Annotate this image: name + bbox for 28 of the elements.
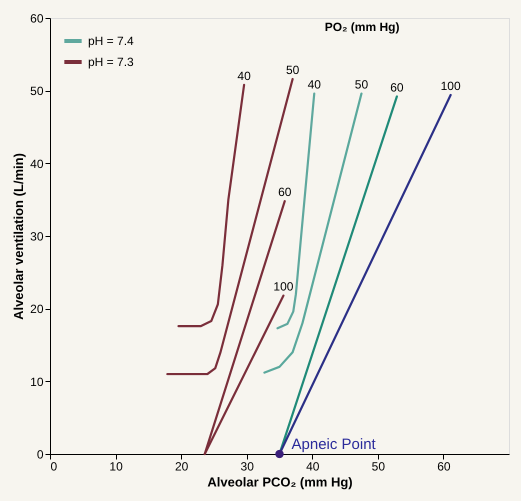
x-tick-label: 10 xyxy=(109,460,124,474)
y-tick-label: 10 xyxy=(30,374,44,389)
x-axis-title: Alveolar PCO₂ (mm Hg) xyxy=(207,474,353,490)
y-tick-label: 30 xyxy=(30,230,44,244)
x-tick-label: 30 xyxy=(240,460,254,474)
x-tick-label: 50 xyxy=(372,460,386,474)
annotation: 40 xyxy=(237,68,252,83)
y-tick-label: 60 xyxy=(30,12,44,26)
y-tick-label: 50 xyxy=(30,84,44,98)
legend-label: pH = 7.3 xyxy=(88,55,134,69)
y-tick-label: 40 xyxy=(30,156,44,171)
annotation: 40 xyxy=(308,78,322,92)
x-tick-label: 20 xyxy=(174,460,189,474)
x-tick-label: 60 xyxy=(437,460,451,474)
annotation: 50 xyxy=(354,78,368,92)
annotation: 60 xyxy=(278,185,292,200)
x-tick-label: 0 xyxy=(50,460,58,474)
annotation: 100 xyxy=(440,79,461,94)
x-tick-label: 40 xyxy=(306,460,320,474)
y-axis-title: Alveolar ventilation (L/min) xyxy=(11,153,26,320)
annotation: Apneic Point xyxy=(292,436,377,453)
annotation: 60 xyxy=(390,80,404,94)
annotation: 50 xyxy=(286,63,300,78)
legend-label: pH = 7.4 xyxy=(88,34,134,48)
annotation: PO₂ (mm Hg) xyxy=(324,20,400,34)
y-tick-label: 20 xyxy=(30,302,44,316)
y-tick-label: 0 xyxy=(36,448,44,462)
annotation: 100 xyxy=(273,280,294,294)
